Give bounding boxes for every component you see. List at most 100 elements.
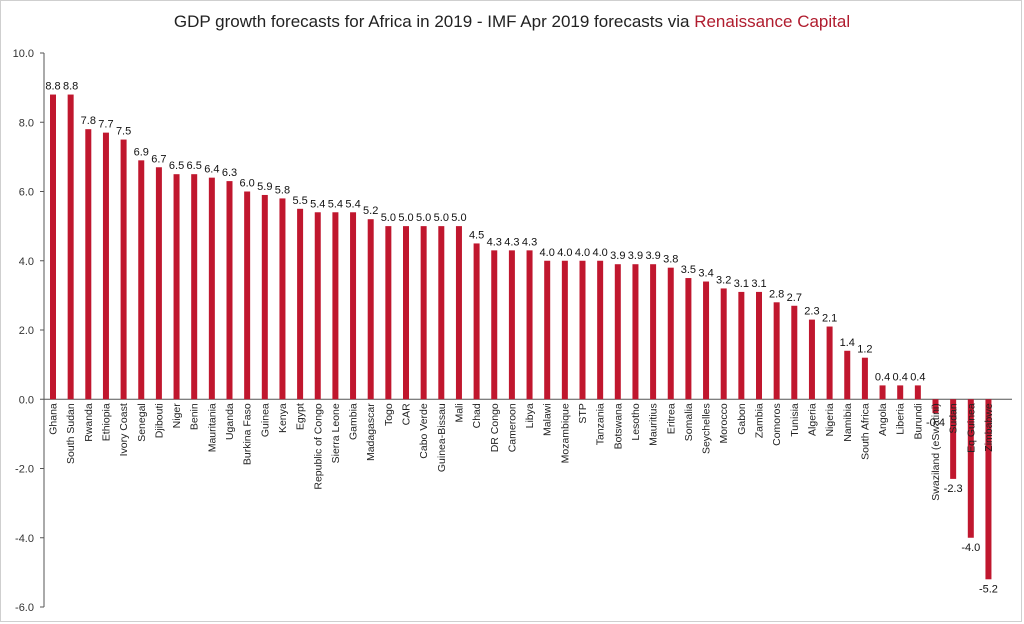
- category-label: Seychelles: [701, 403, 713, 454]
- data-label: 6.4: [204, 164, 219, 176]
- bar: [614, 264, 621, 400]
- data-label: 3.2: [716, 274, 731, 286]
- bar: [173, 174, 180, 400]
- bar: [314, 212, 321, 400]
- category-label: Cabo Verde: [418, 403, 430, 459]
- category-label: Sudan: [948, 403, 960, 434]
- category-label: Guinea: [259, 403, 271, 437]
- y-tick-label: -4.0: [15, 533, 34, 545]
- category-label: Zambia: [754, 403, 766, 438]
- data-label: 6.7: [151, 153, 166, 165]
- category-label: Botswana: [612, 403, 624, 449]
- bar: [950, 399, 957, 479]
- bar: [544, 260, 551, 400]
- category-label: Comoros: [771, 403, 783, 446]
- category-label: Nigeria: [824, 403, 836, 436]
- data-label: 4.5: [469, 229, 484, 241]
- y-tick-label: 8.0: [19, 117, 34, 129]
- bar: [756, 291, 762, 400]
- data-label: 5.0: [451, 212, 466, 224]
- category-label: Cameroon: [506, 403, 518, 452]
- data-label: 6.0: [240, 178, 255, 190]
- bar: [491, 250, 498, 400]
- bar: [244, 191, 251, 400]
- bar: [879, 385, 886, 400]
- data-label: 1.4: [840, 337, 855, 349]
- bar: [861, 357, 868, 400]
- data-label: 4.0: [593, 247, 608, 259]
- bar: [50, 94, 56, 400]
- bar: [279, 198, 286, 400]
- bar: [526, 250, 533, 400]
- data-label: 6.9: [134, 146, 149, 158]
- category-label: Libya: [524, 403, 536, 428]
- category-label: Malawi: [542, 403, 554, 436]
- bar: [191, 174, 198, 400]
- bar: [985, 399, 992, 580]
- chart-title-main: GDP growth forecasts for Africa in 2019 …: [173, 12, 695, 31]
- category-label: Togo: [383, 403, 395, 426]
- data-label: 5.2: [363, 205, 378, 217]
- bar: [261, 194, 268, 400]
- data-label: 5.4: [345, 198, 360, 210]
- category-label: Burkina Faso: [242, 403, 254, 465]
- bar: [120, 139, 127, 400]
- data-label: 7.8: [81, 115, 96, 127]
- data-label: 6.3: [222, 167, 237, 179]
- y-tick-label: 0.0: [19, 394, 34, 406]
- category-label: Eritrea: [665, 403, 677, 434]
- category-label: Eq Guinea: [965, 403, 977, 453]
- y-tick-label: -2.0: [15, 464, 34, 476]
- data-label: 6.5: [187, 160, 202, 172]
- data-label: 6.5: [169, 160, 184, 172]
- bar: [897, 385, 904, 400]
- data-label: 2.8: [769, 288, 784, 300]
- bar: [967, 399, 974, 538]
- bar: [385, 226, 392, 400]
- data-label: -0.4: [926, 417, 945, 429]
- data-label: 8.8: [45, 81, 60, 93]
- bar: [508, 250, 515, 400]
- data-label: 3.9: [610, 250, 625, 262]
- bar: [685, 278, 692, 400]
- data-label: 0.4: [893, 371, 908, 383]
- data-label: 5.0: [416, 212, 431, 224]
- bar: [932, 399, 939, 414]
- bar: [403, 226, 409, 400]
- chart-title-source: Renaissance Capital: [694, 12, 851, 31]
- data-label: 2.7: [787, 292, 802, 304]
- category-label: Mali: [453, 403, 465, 422]
- y-tick-label: -6.0: [15, 602, 34, 614]
- data-label: 7.5: [116, 126, 131, 138]
- data-label: 5.8: [275, 184, 290, 196]
- data-label: 3.1: [734, 278, 749, 290]
- bar: [826, 326, 833, 400]
- data-label: 4.0: [575, 247, 590, 259]
- category-label: Republic of Congo: [312, 403, 324, 490]
- bar: [844, 350, 851, 400]
- category-label: Uganda: [224, 403, 236, 440]
- category-label: Sierra Leone: [330, 403, 342, 463]
- bar: [791, 305, 798, 400]
- data-label: 0.4: [875, 371, 890, 383]
- bar: [367, 219, 374, 400]
- data-label: 4.3: [504, 236, 519, 248]
- bar: [297, 208, 304, 400]
- bar: [597, 260, 604, 400]
- bar: [155, 167, 162, 400]
- category-label: Tunisia: [789, 403, 801, 437]
- category-label: Senegal: [136, 403, 148, 442]
- category-label: Morocco: [718, 403, 730, 443]
- bar: [773, 302, 780, 400]
- category-label: Rwanda: [83, 403, 95, 442]
- category-label: Mauritania: [206, 403, 218, 452]
- bar: [667, 267, 674, 400]
- data-label: 5.0: [434, 212, 449, 224]
- category-label: Ghana: [48, 403, 60, 435]
- data-label: 3.9: [645, 250, 660, 262]
- data-label: 2.1: [822, 313, 837, 325]
- y-tick-label: 6.0: [19, 187, 34, 199]
- bar: [208, 177, 215, 400]
- data-label: 4.3: [487, 236, 502, 248]
